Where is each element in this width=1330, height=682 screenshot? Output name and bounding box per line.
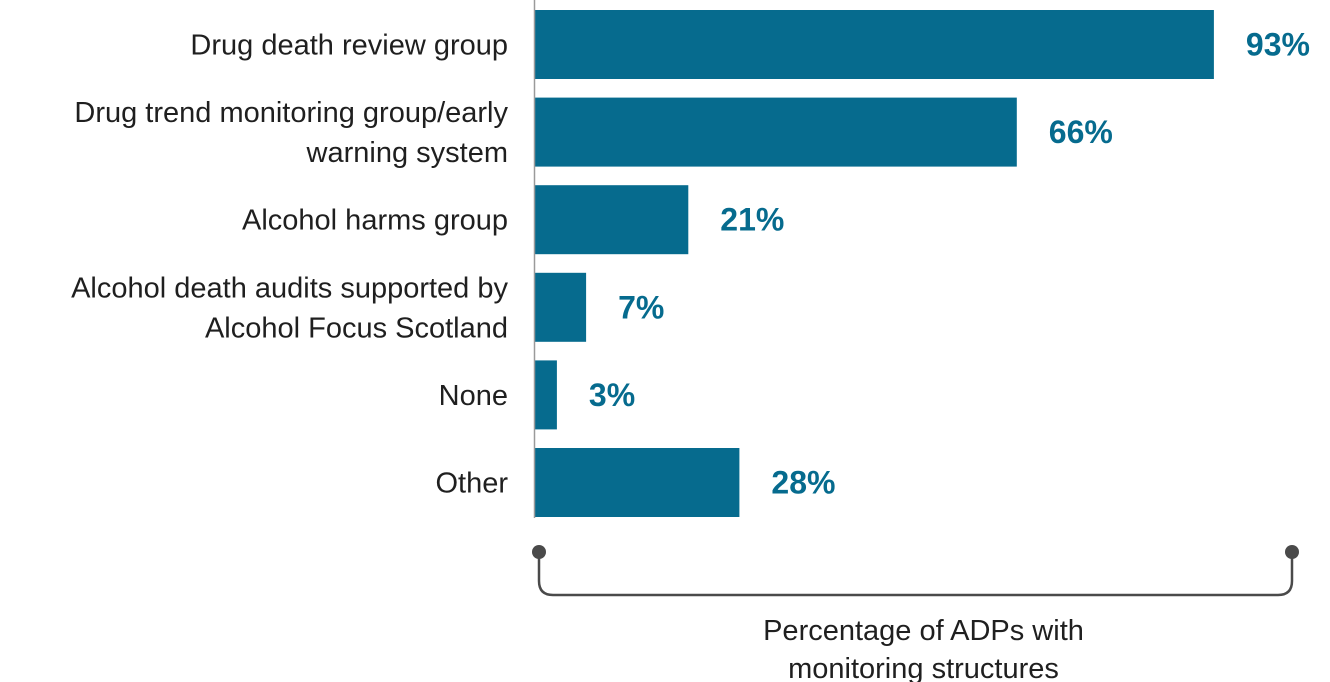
value-label-other: 28% [771,465,835,501]
category-label-drug-trend-monitoring-group-early-warning-system: Drug trend monitoring group/early warning… [74,97,508,169]
bar-drug-death-review-group [535,10,1214,79]
bracket-right-endpoint [1285,545,1299,559]
value-labels-group: 93% 66% 21% 7% 3% 28% [589,27,1310,501]
bar-drug-trend-monitoring-group-early-warning-system [535,97,1017,167]
value-label-alcohol-death-audits-supported-by-alcohol-focus-scotland: 7% [618,289,664,325]
category-label-line: warning system [306,137,508,169]
category-label-line: Drug trend monitoring group/early [74,97,508,129]
value-label-drug-death-review-group: 93% [1246,27,1310,63]
category-label-line: Other [435,468,508,500]
category-label-none: None [439,380,508,412]
category-label-alcohol-harms-group: Alcohol harms group [242,205,508,237]
x-axis-title-line: monitoring structures [788,653,1059,682]
bar-alcohol-harms-group [535,185,689,255]
category-label-alcohol-death-audits-supported-by-alcohol-focus-scotland: Alcohol death audits supported by Alcohol… [71,272,508,344]
category-label-line: Alcohol death audits supported by [71,272,508,304]
category-label-line: None [439,380,508,412]
bar-other [535,448,740,517]
category-label-drug-death-review-group: Drug death review group [190,30,508,62]
category-label-line: Alcohol Focus Scotland [205,312,508,344]
category-label-line: Alcohol harms group [242,205,508,237]
category-label-line: Drug death review group [190,30,508,62]
x-axis-title-line: Percentage of ADPs with [763,615,1084,647]
bracket-left-endpoint [532,545,546,559]
x-axis-title: Percentage of ADPs with monitoring struct… [763,615,1084,682]
value-label-alcohol-harms-group: 21% [720,202,784,238]
bar-none [535,360,557,430]
value-label-none: 3% [589,377,635,413]
category-labels-group: Drug death review group Drug trend monito… [71,30,508,500]
x-axis-bracket [537,552,1294,597]
category-label-other: Other [435,468,508,500]
value-label-drug-trend-monitoring-group-early-warning-system: 66% [1049,114,1113,150]
bar-alcohol-death-audits-supported-by-alcohol-focus-scotland [535,272,587,342]
bars-group [535,10,1214,517]
